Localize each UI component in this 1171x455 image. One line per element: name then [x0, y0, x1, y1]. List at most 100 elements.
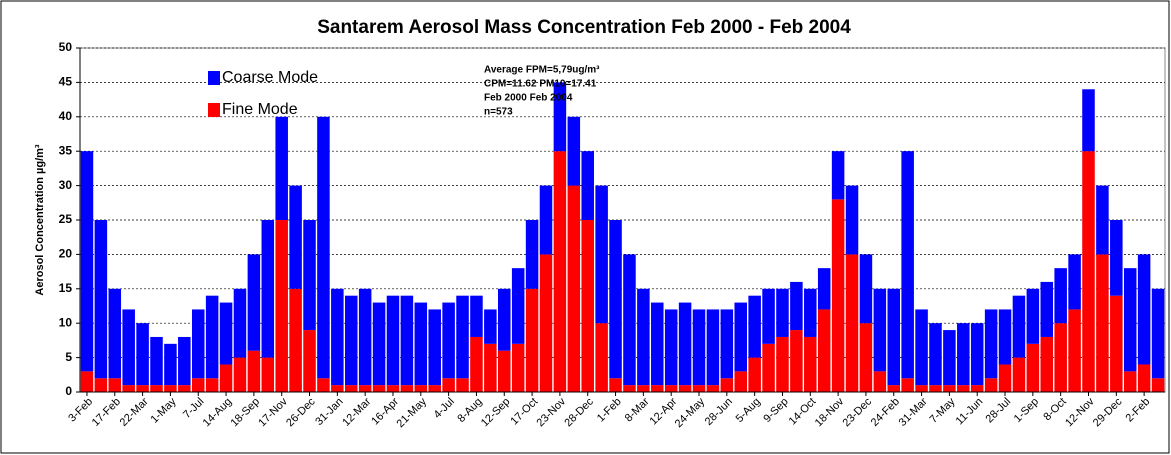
bar-segment [1012, 357, 1026, 392]
bar-segment [456, 295, 469, 379]
bar-segment [651, 385, 664, 392]
bar-segment [1040, 281, 1054, 337]
bar-segment [317, 116, 330, 379]
bar-segment [136, 385, 149, 392]
bar-segment [553, 151, 567, 392]
bar-segment [219, 364, 233, 392]
bar-segment [205, 295, 219, 379]
bar-segment [970, 385, 984, 392]
bar-segment [358, 385, 372, 392]
bar-segment [122, 385, 135, 392]
bar-segment [776, 336, 789, 392]
bar-segment [859, 254, 873, 324]
bar-segment [804, 336, 817, 392]
annotation: CPM=11.62 PM10=17.41 [484, 79, 597, 90]
bar-segment [734, 371, 747, 392]
bar-segment [595, 185, 608, 324]
bar-segment [456, 378, 469, 392]
bar-segment [442, 378, 455, 392]
bar-segment [94, 220, 108, 379]
bar-segment [317, 378, 330, 392]
bar-segment [136, 323, 149, 386]
bar-segment [303, 220, 316, 331]
bar-segment [539, 254, 553, 392]
bar-segment [372, 385, 386, 392]
legend-swatch [208, 71, 220, 85]
bar-segment [581, 151, 594, 220]
bar-segment [678, 302, 692, 386]
bar-segment [637, 385, 650, 392]
bar-segment [470, 336, 483, 392]
bar-segment [386, 385, 400, 392]
bar-segment [247, 350, 261, 392]
bar-segment [484, 343, 497, 392]
y-tick-label: 50 [59, 40, 73, 54]
bar-segment [331, 288, 344, 386]
bar-segment [164, 385, 177, 392]
bar-segment [1110, 220, 1123, 296]
bar-segment [623, 254, 636, 386]
bar-segment [957, 323, 970, 386]
y-tick-label: 10 [59, 315, 73, 329]
bar-segment [108, 378, 122, 392]
bar-segment [790, 281, 803, 331]
bar-segment [428, 309, 441, 386]
legend-label: Fine Mode [222, 101, 298, 118]
bar-segment [1054, 323, 1067, 392]
bar-segment [94, 378, 108, 392]
bar-segment [400, 385, 414, 392]
y-axis-label: Aerosol Concentration µg/m³ [34, 144, 46, 296]
bar-segment [470, 295, 483, 337]
bar-segment [762, 343, 775, 392]
bar-segment [664, 309, 678, 386]
y-tick-label: 5 [65, 350, 72, 364]
bar-segment [331, 385, 344, 392]
bar-segment [567, 185, 581, 392]
bar-segment [692, 309, 706, 386]
bar-segment [150, 385, 163, 392]
annotation: Average FPM=5,79ug/m³ [484, 65, 600, 76]
bar-segment [943, 385, 956, 392]
bar-segment [678, 385, 692, 392]
annotation: n=573 [484, 107, 513, 118]
bar-segment [80, 371, 94, 392]
bar-segment [219, 302, 233, 365]
bar-segment [178, 336, 191, 386]
bar-segment [233, 357, 247, 392]
bar-segment [289, 288, 302, 392]
bar-segment [623, 385, 636, 392]
bar-segment [1123, 268, 1137, 372]
bar-segment [428, 385, 441, 392]
bar-segment [150, 336, 163, 386]
bar-segment [275, 220, 288, 392]
bar-segment [1096, 185, 1109, 255]
bar-segment [191, 309, 205, 379]
bar-segment [1137, 254, 1151, 365]
bar-segment [817, 268, 831, 310]
bar-segment [372, 302, 386, 386]
bar-segment [901, 378, 914, 392]
bar-segment [358, 288, 372, 386]
y-tick-label: 20 [59, 247, 73, 261]
bar-segment [984, 309, 998, 379]
bar-segment [859, 323, 873, 392]
bar-segment [609, 220, 622, 379]
bar-segment [400, 295, 414, 386]
bar-segment [706, 385, 720, 392]
bar-segment [164, 343, 177, 386]
bar-segment [122, 309, 135, 386]
bar-segment [511, 268, 525, 344]
bar-segment [845, 254, 859, 392]
bar-segment [998, 364, 1012, 392]
bar-segment [720, 378, 734, 392]
bar-segment [261, 220, 275, 358]
bar-segment [525, 220, 539, 289]
bar-segment [1026, 288, 1040, 344]
bar-segment [651, 302, 664, 386]
bar-segment [414, 385, 428, 392]
y-tick-label: 0 [65, 384, 72, 398]
bar-segment [748, 357, 761, 392]
bar-segment [901, 151, 914, 379]
bar-segment [637, 288, 650, 386]
